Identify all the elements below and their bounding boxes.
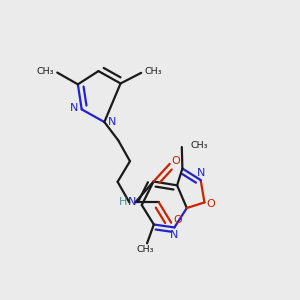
Text: CH₃: CH₃ — [144, 67, 162, 76]
Text: N: N — [128, 197, 136, 207]
Text: N: N — [107, 117, 116, 127]
Text: N: N — [170, 230, 178, 240]
Text: N: N — [196, 168, 205, 178]
Text: O: O — [207, 199, 215, 209]
Text: O: O — [173, 215, 182, 225]
Text: H: H — [119, 197, 127, 207]
Text: O: O — [171, 156, 180, 166]
Text: CH₃: CH₃ — [137, 245, 154, 254]
Text: N: N — [70, 103, 79, 113]
Text: CH₃: CH₃ — [190, 141, 208, 150]
Text: CH₃: CH₃ — [37, 67, 54, 76]
